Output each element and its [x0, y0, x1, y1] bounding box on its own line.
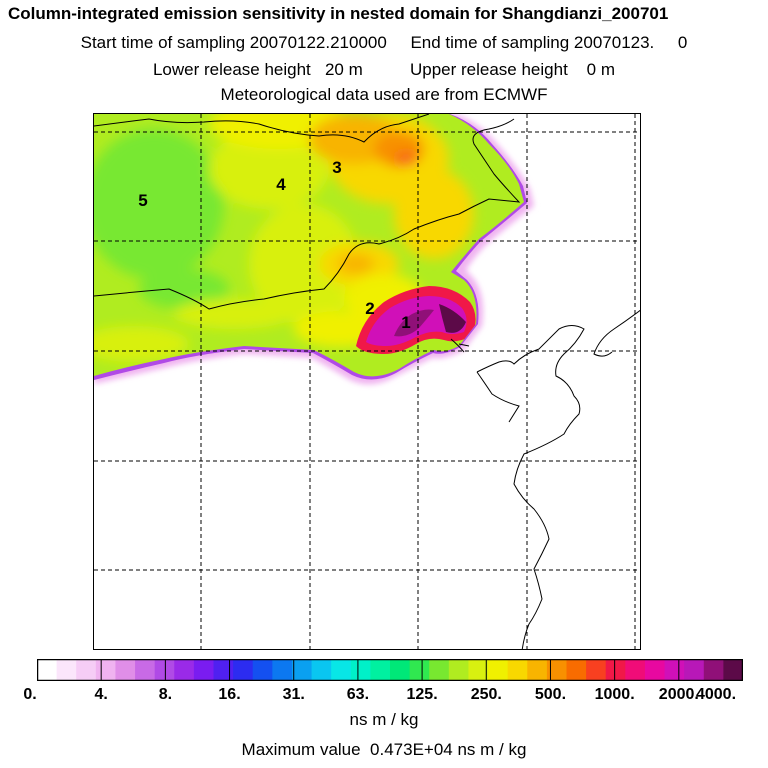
colorbar-swatch	[625, 659, 646, 681]
colorbar-swatch	[370, 659, 391, 681]
colorbar-swatch	[154, 659, 175, 681]
colorbar-units: ns m / kg	[349, 710, 419, 729]
map-svg: 1 2 3 4 5	[94, 114, 640, 649]
colorbar-swatch	[56, 659, 77, 681]
colorbar-tick-label: 8.	[158, 686, 173, 703]
region-labels: 1 2 3 4 5	[138, 158, 410, 332]
maximum-value: Maximum value 0.473E+04 ns m / kg	[241, 740, 527, 759]
colorbar-tick-label: 500.	[534, 686, 567, 703]
colorbar-swatch	[429, 659, 450, 681]
colorbar-swatch	[644, 659, 666, 681]
colorbar-tick-label: 4000.	[695, 686, 737, 703]
colorbar-tick-label: 250.	[470, 686, 502, 703]
colorbar-swatch	[409, 659, 430, 681]
colorbar-swatch	[95, 659, 117, 681]
colorbar-swatch	[546, 659, 568, 681]
colorbar-swatch	[664, 659, 685, 681]
sensitivity-map: 1 2 3 4 5	[93, 113, 641, 650]
colorbar-swatch	[331, 659, 352, 681]
colorbar-tick-label: 31.	[282, 686, 305, 703]
colorbar-swatch	[723, 659, 743, 681]
colorbar-swatch	[135, 659, 156, 681]
coastlines	[94, 114, 640, 649]
colorbar-tick-label: 2000.	[658, 686, 699, 703]
colorbar	[37, 659, 743, 681]
colorbar-swatch	[390, 659, 411, 681]
colorbar-tick-label: 4.	[94, 686, 108, 703]
colorbar-swatch	[703, 659, 724, 681]
colorbar-swatch	[174, 659, 195, 681]
region-label-4: 4	[276, 175, 286, 194]
colorbar-swatch	[115, 659, 136, 681]
colorbar-swatch	[586, 659, 607, 681]
colorbar-tick-label: 1000.	[594, 686, 635, 703]
colorbar-frame	[37, 659, 743, 681]
colorbar-tick-label: 0.	[23, 686, 37, 703]
region-label-3: 3	[332, 158, 341, 177]
colorbar-swatch	[76, 659, 97, 681]
colorbar-swatch	[311, 659, 332, 681]
colorbar-swatch	[233, 659, 254, 681]
plot-title: Column-integrated emission sensitivity i…	[8, 4, 669, 23]
colorbar-swatch	[213, 659, 234, 681]
release-height-line: Lower release height 20 m Upper release …	[152, 60, 616, 79]
colorbar-swatch	[252, 659, 273, 681]
colorbar-swatch	[291, 659, 313, 681]
colorbar-swatch	[684, 659, 705, 681]
colorbar-swatch	[37, 659, 58, 681]
colorbar-swatch	[507, 659, 528, 681]
colorbar-swatch	[272, 659, 293, 681]
region-label-1: 1	[401, 313, 410, 332]
region-label-5: 5	[138, 191, 147, 210]
colorbar-tick-label: 63.	[346, 686, 370, 703]
colorbar-swatch	[566, 659, 587, 681]
colorbar-swatch	[448, 659, 470, 681]
colorbar-swatch	[350, 659, 371, 681]
colorbar-swatch	[527, 659, 548, 681]
colorbar-tick-label: 16.	[218, 686, 241, 703]
colorbar-swatch	[605, 659, 626, 681]
colorbar-swatch	[468, 659, 489, 681]
colorbar-swatch	[488, 659, 509, 681]
meteorological-data-line: Meteorological data used are from ECMWF	[220, 85, 548, 104]
colorbar-swatch	[193, 659, 215, 681]
colorbar-tick-label: 125.	[406, 686, 438, 703]
map-grid	[94, 114, 640, 649]
region-label-2: 2	[365, 299, 374, 318]
sampling-time-line: Start time of sampling 20070122.210000 E…	[80, 33, 688, 52]
